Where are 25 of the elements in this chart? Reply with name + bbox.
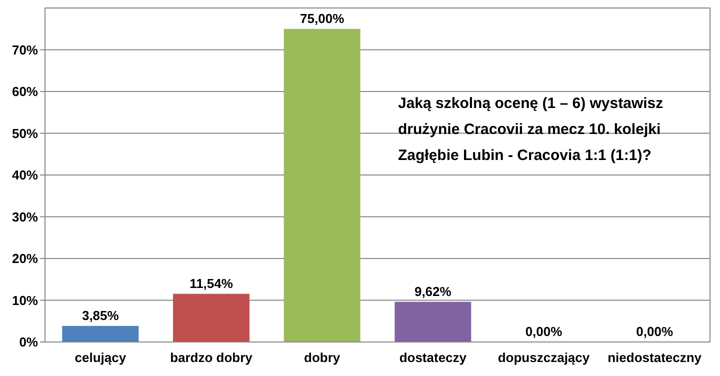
x-tick-label: celujący: [74, 350, 127, 365]
x-tick-label: niedostateczny: [608, 350, 702, 365]
bar: [173, 294, 250, 342]
bar: [62, 326, 139, 342]
bar: [394, 302, 472, 342]
y-tick-label: 0%: [19, 334, 38, 350]
y-tick-label: 50%: [12, 126, 38, 141]
bar: [284, 28, 360, 342]
y-tick-label: 60%: [12, 84, 38, 100]
data-label: 0,00%: [525, 324, 563, 339]
data-label: 3,85%: [82, 308, 120, 323]
data-label: 9,62%: [414, 284, 452, 299]
data-label: 75,00%: [300, 10, 345, 26]
x-tick-label: dobry: [304, 350, 341, 365]
y-tick-label: 40%: [12, 168, 38, 183]
x-tick-label: dopuszczający: [498, 350, 590, 365]
text: Jaką szkolną ocenę (1 – 6) wystawisz drużynie Cracovii za mecz 10. kolejki Zagłębie Lubin - Cracovia 1:1 (1:1)?: [398, 95, 664, 164]
y-tick-label: 30%: [12, 209, 38, 224]
y-tick-label: 20%: [12, 251, 38, 266]
y-tick-label: 70%: [12, 42, 38, 58]
x-tick-label: dostateczy: [399, 350, 468, 365]
x-tick-label: bardzo dobry: [170, 350, 254, 365]
data-label: 11,54%: [190, 276, 234, 291]
data-label: 0,00%: [636, 324, 674, 339]
y-tick-label: 10%: [12, 292, 38, 308]
